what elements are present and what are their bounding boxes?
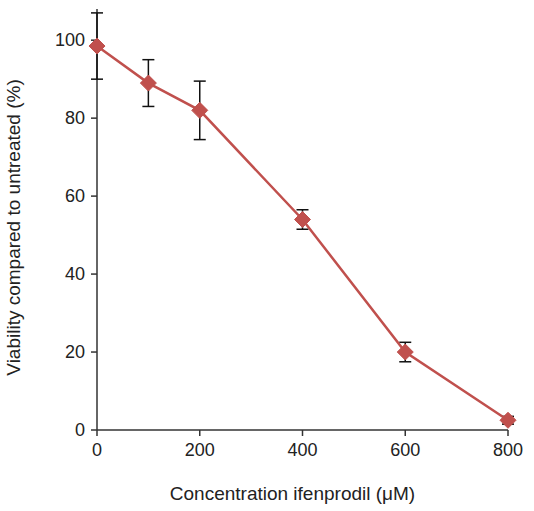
x-tick-label: 800 — [493, 440, 523, 460]
data-line — [97, 46, 508, 420]
x-tick-label: 600 — [390, 440, 420, 460]
error-bar-cap — [91, 12, 103, 14]
error-bar-cap — [142, 106, 154, 108]
error-bar-cap — [194, 80, 206, 82]
y-axis-title: Viability compared to untreated (%) — [3, 79, 24, 375]
error-bar-cap — [297, 228, 309, 230]
data-point — [89, 38, 105, 54]
plot-area — [89, 13, 516, 428]
data-point — [397, 344, 413, 360]
x-tick — [302, 430, 304, 436]
y-tick — [91, 195, 97, 197]
y-tick-label: 0 — [75, 420, 85, 440]
x-tick — [507, 430, 509, 436]
y-tick-label: 40 — [65, 264, 85, 284]
y-tick — [91, 273, 97, 275]
x-tick-label: 400 — [287, 440, 317, 460]
data-point — [295, 212, 311, 228]
error-bar-cap — [399, 342, 411, 344]
y-tick-label: 20 — [65, 342, 85, 362]
data-point — [192, 102, 208, 118]
x-tick-label: 200 — [185, 440, 215, 460]
x-tick — [199, 430, 201, 436]
x-tick — [405, 430, 407, 436]
error-bar-cap — [91, 78, 103, 80]
x-axis-title: Concentration ifenprodil (μM) — [170, 483, 415, 504]
error-bar-cap — [399, 361, 411, 363]
y-tick-label: 80 — [65, 108, 85, 128]
chart-container: 0 20 40 60 80 100 0 200 400 600 800 Concentration i… — [0, 0, 534, 511]
error-bar-cap — [142, 59, 154, 61]
x-tick-label: 0 — [92, 440, 102, 460]
y-axis-line — [96, 9, 98, 430]
data-point — [140, 75, 156, 91]
x-tick — [96, 430, 98, 436]
y-tick — [91, 117, 97, 119]
y-tick-label: 60 — [65, 186, 85, 206]
y-tick-label: 100 — [55, 30, 85, 50]
y-tick — [91, 429, 97, 431]
y-tick — [91, 351, 97, 353]
data-point — [500, 412, 516, 428]
chart-svg: 0 20 40 60 80 100 0 200 400 600 800 Concentration i… — [0, 0, 534, 511]
error-bar-cap — [194, 139, 206, 141]
error-bar-cap — [297, 209, 309, 211]
